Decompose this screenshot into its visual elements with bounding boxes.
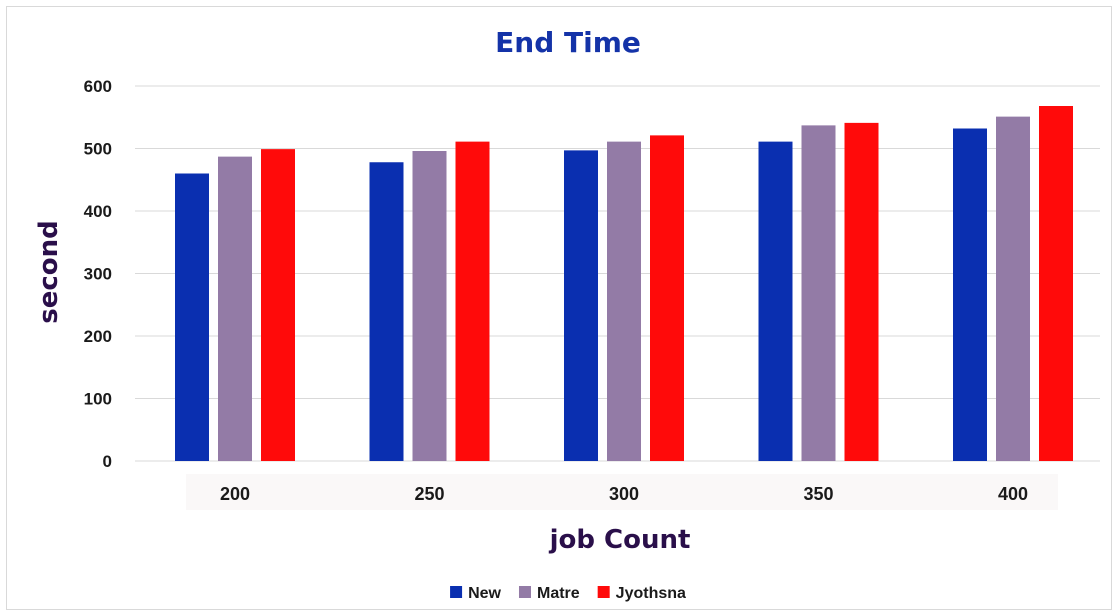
bar-matre-200 — [218, 156, 252, 461]
x-tick-label: 300 — [609, 484, 639, 504]
legend: New Matre Jyothsna — [450, 585, 686, 602]
bar-matre-350 — [801, 125, 836, 461]
legend-swatch-jyothsna — [597, 586, 610, 598]
x-tick-label: 400 — [998, 484, 1028, 504]
bar-new-200 — [175, 173, 209, 461]
bar-jyothsna-400 — [1039, 106, 1073, 461]
x-axis-title: job Count — [549, 525, 691, 555]
bar-new-300 — [564, 150, 598, 461]
bars — [175, 106, 1073, 461]
x-tick-label: 200 — [220, 484, 250, 504]
x-axis-label-band — [186, 474, 1058, 510]
y-tick-label: 0 — [103, 452, 112, 471]
legend-label-new: New — [468, 585, 501, 602]
y-tick-label: 500 — [84, 140, 112, 159]
legend-label-matre: Matre — [537, 585, 580, 602]
x-tick-label: 250 — [414, 484, 444, 504]
x-tick-label: 350 — [803, 484, 833, 504]
y-tick-label: 400 — [84, 202, 112, 221]
bar-jyothsna-350 — [844, 122, 879, 461]
bar-matre-250 — [412, 151, 447, 461]
legend-swatch-matre — [518, 586, 531, 598]
bar-new-350 — [758, 141, 793, 461]
y-tick-label: 200 — [84, 327, 112, 346]
legend-swatch-new — [450, 586, 463, 598]
bar-jyothsna-300 — [650, 135, 684, 461]
chart-title: End Time — [495, 26, 641, 59]
y-tick-label: 300 — [84, 265, 112, 284]
bar-matre-400 — [996, 116, 1030, 461]
bar-new-250 — [369, 162, 404, 461]
y-tick-label: 100 — [84, 390, 112, 409]
bar-jyothsna-250 — [455, 141, 490, 461]
bar-new-400 — [953, 128, 987, 461]
bar-matre-300 — [607, 141, 641, 461]
x-tick-labels: 200 250 300 350 400 — [220, 484, 1028, 504]
y-tick-label: 600 — [84, 77, 112, 96]
y-tick-labels: 0 100 200 300 400 500 600 — [84, 77, 112, 471]
y-axis-title: second — [34, 220, 64, 324]
legend-label-jyothsna: Jyothsna — [616, 585, 686, 602]
bar-jyothsna-200 — [261, 149, 295, 461]
